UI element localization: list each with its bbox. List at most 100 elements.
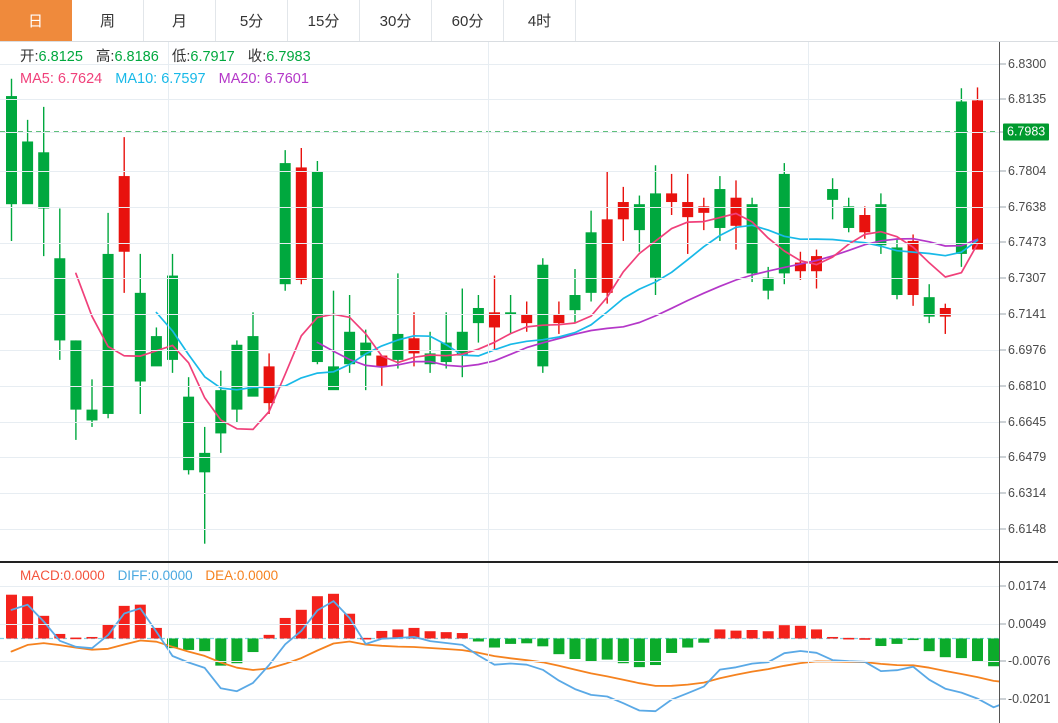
diff-line — [10, 600, 999, 713]
axis-tick — [1000, 492, 1006, 494]
axis-tick — [1000, 421, 1006, 423]
price-axis-label: 6.6645 — [1008, 414, 1047, 429]
price-axis-label: 6.6810 — [1008, 378, 1047, 393]
macd-histogram-bar — [408, 627, 420, 639]
gridline-vertical — [808, 42, 809, 561]
candle — [376, 355, 388, 386]
candle — [633, 195, 645, 252]
axis-tick — [1000, 456, 1006, 458]
candle — [6, 78, 17, 241]
ma-line — [75, 212, 979, 431]
candle — [939, 303, 951, 334]
macd-histogram-bar — [134, 604, 146, 639]
candle — [585, 210, 597, 302]
candle — [955, 88, 967, 267]
macd-histogram-bar — [392, 629, 404, 639]
axis-tick — [1000, 241, 1006, 243]
candle — [360, 329, 372, 391]
macd-histogram-bar — [456, 633, 468, 639]
macd-histogram-bar — [988, 638, 999, 667]
ma-line — [155, 224, 979, 391]
candle — [392, 273, 404, 369]
candle — [263, 353, 275, 414]
price-axis-label: 6.8300 — [1008, 56, 1047, 71]
gridline — [0, 529, 999, 530]
gridline — [0, 206, 999, 208]
axis-tick — [1000, 170, 1006, 172]
candle — [843, 197, 855, 233]
macd-histogram-bar — [279, 617, 291, 639]
tab-60min[interactable]: 60分 — [432, 0, 504, 41]
gridline — [0, 132, 999, 134]
current-price-badge: 6.7983 — [1003, 123, 1050, 141]
price-axis[interactable]: 6.8300 6.8135 6.7983 6.7804 6.7638 6.7473 6.73… — [1000, 42, 1058, 561]
period-tab-bar: 日 周 月 5分 15分 30分 60分 4时 — [0, 0, 1058, 42]
axis-tick — [1000, 63, 1006, 65]
macd-histogram-bar — [183, 638, 195, 650]
macd-histogram-bar — [231, 638, 243, 664]
macd-histogram-bar — [199, 638, 211, 652]
macd-histogram-bar — [38, 615, 50, 639]
tab-5min[interactable]: 5分 — [216, 0, 288, 41]
gridline — [0, 421, 999, 423]
macd-histogram-bar — [907, 638, 919, 641]
macd-histogram-bar — [633, 638, 645, 668]
price-plot-area[interactable] — [0, 42, 1000, 561]
price-axis-label: 6.8135 — [1008, 92, 1047, 107]
gridline — [0, 170, 999, 172]
macd-histogram-bar — [537, 638, 549, 647]
macd-plot-area[interactable] — [0, 563, 1000, 723]
macd-histogram-bar — [875, 638, 887, 647]
tab-15min[interactable]: 15分 — [288, 0, 360, 41]
candle — [472, 295, 484, 343]
macd-histogram-bar — [6, 594, 17, 639]
gridline — [0, 385, 999, 387]
tab-4hour[interactable]: 4时 — [504, 0, 576, 41]
macd-histogram-bar — [70, 637, 82, 640]
gridline-vertical — [488, 42, 489, 561]
price-axis-label: 6.6479 — [1008, 450, 1047, 465]
axis-tick — [1000, 349, 1006, 351]
macd-histogram-bar — [698, 638, 710, 643]
gridline — [0, 661, 999, 663]
candle — [424, 331, 436, 373]
macd-histogram-bar — [794, 625, 806, 639]
axis-tick — [1000, 528, 1006, 530]
macd-histogram-bar — [102, 623, 114, 639]
candle — [859, 206, 871, 239]
axis-tick — [1000, 313, 1006, 315]
macd-histogram-bar — [215, 638, 227, 666]
macd-panel: MACD:0.0000 DIFF:0.0000 DEA:0.0000 0.017… — [0, 563, 1058, 723]
gridline — [0, 63, 999, 65]
gridline — [0, 242, 999, 244]
macd-histogram-bar — [730, 630, 742, 639]
candle — [311, 160, 323, 365]
gridline — [0, 585, 999, 587]
price-axis-label: 6.7804 — [1008, 163, 1047, 178]
candle — [38, 106, 50, 257]
macd-axis[interactable]: 0.0174 0.0049 -0.0076 -0.0201 — [1000, 563, 1058, 723]
tab-week[interactable]: 周 — [72, 0, 144, 41]
tab-month[interactable]: 月 — [144, 0, 216, 41]
macd-histogram-bar — [682, 638, 694, 648]
candle — [167, 253, 178, 373]
macd-histogram-bar — [843, 637, 855, 640]
macd-histogram-bar — [553, 638, 565, 655]
price-axis-label: 6.6976 — [1008, 342, 1047, 357]
candle — [650, 165, 661, 296]
macd-histogram-bar — [167, 638, 178, 649]
candle — [827, 178, 839, 220]
tab-30min[interactable]: 30分 — [360, 0, 432, 41]
macd-histogram-bar — [424, 631, 436, 639]
candle — [972, 87, 983, 250]
macd-histogram-bar — [827, 636, 839, 639]
tab-day[interactable]: 日 — [0, 0, 72, 41]
macd-histogram-bar — [714, 629, 726, 639]
macd-axis-label: 0.0049 — [1008, 616, 1047, 631]
macd-histogram-bar — [650, 638, 661, 666]
axis-tick — [1000, 98, 1006, 100]
candle — [923, 284, 935, 324]
macd-histogram-bar — [778, 625, 790, 639]
macd-histogram-bar — [569, 638, 581, 659]
